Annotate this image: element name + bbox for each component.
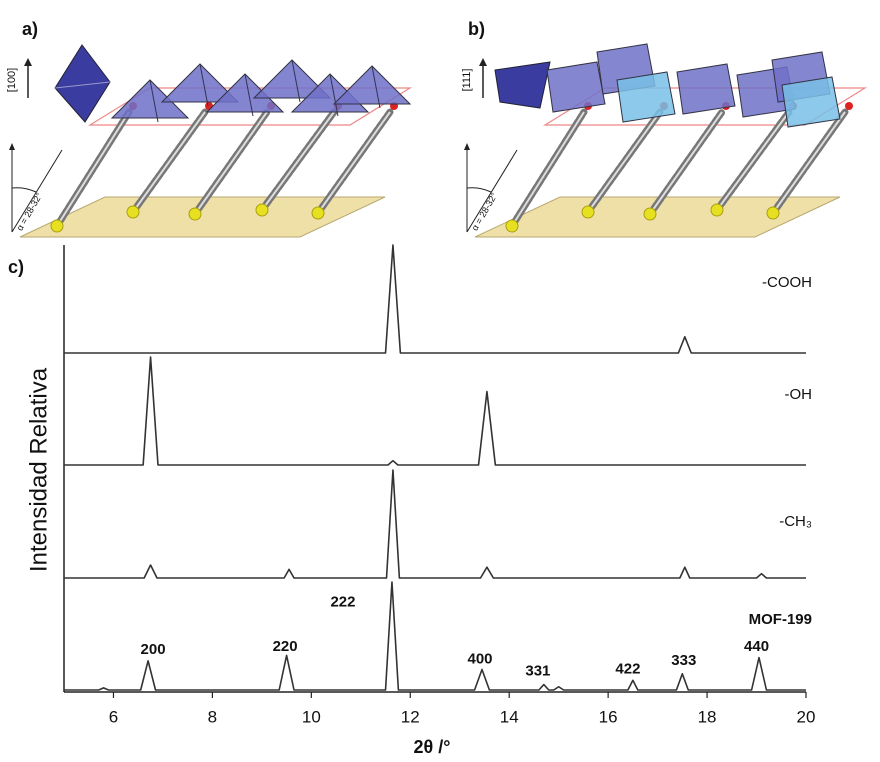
panel-label: c) [8,257,24,277]
arrow-head [24,58,32,66]
x-tick-label: 12 [401,707,420,726]
arrow-head [479,58,487,66]
sulfur-atom [505,219,519,233]
peak-label: 222 [330,593,355,610]
peak-label: 422 [615,660,640,677]
series-label: MOF-199 [749,611,812,628]
octahedron-edge [54,81,111,89]
panel-label: a) [22,19,38,39]
peak-label: 400 [467,651,492,668]
x-tick-label: 6 [109,707,118,726]
tetrahedron [616,71,676,123]
oxygen-atom [845,102,853,110]
xrd-trace [64,356,806,466]
series-label: -COOH [762,274,812,291]
angle-arc [11,187,37,193]
series-label: -OH [785,386,813,403]
x-tick-label: 10 [302,707,321,726]
alkyl-chain-h [772,111,846,214]
angle-arc [466,187,492,193]
alkyl-chain-h [649,111,723,215]
pyramid-edge [149,79,159,123]
x-axis-title: 2θ /° [414,737,451,757]
x-tick-label: 16 [599,707,618,726]
pyramid-edge [371,65,381,109]
peak-label: 440 [744,638,769,655]
sulfur-atom [581,205,595,219]
alkyl-chain-h [317,111,391,214]
pyramid [332,65,412,105]
peak-label: 331 [525,663,550,680]
sulfur-atom [255,203,269,217]
pyramid-edge [291,59,301,103]
tetrahedron [546,61,606,113]
pyramid-edge [199,63,209,107]
sulfur-atom [710,203,724,217]
x-tick-label: 18 [698,707,717,726]
tetrahedron [676,63,736,115]
alkyl-chain-h [511,111,585,227]
alkyl-chain-h [716,111,790,211]
series-label: -CH₃ [779,513,812,530]
pyramid-edge [329,73,339,117]
panel-label: b) [468,19,485,39]
x-tick-label: 20 [797,707,816,726]
tilt-line [11,149,63,233]
substrate [19,196,386,238]
x-tick-label: 8 [208,707,217,726]
sulfur-atom [188,207,202,221]
octahedron [54,44,111,123]
xrd-trace [64,244,806,354]
alkyl-chain-h [56,111,130,227]
xrd-trace [64,581,806,691]
arrow-head [9,143,15,150]
substrate [474,196,841,238]
direction-label: [100] [6,68,18,92]
sulfur-atom [766,206,780,220]
peak-label: 200 [141,641,166,658]
direction-label: [111] [461,69,473,92]
sulfur-atom [50,219,64,233]
alkyl-chain-h [587,111,661,213]
alkyl-chain-h [132,111,206,213]
peak-label: 220 [273,638,298,655]
peak-label: 333 [671,652,696,669]
sulfur-atom [311,206,325,220]
cube [494,61,551,109]
y-axis-title: Intensidad Relativa [25,367,52,572]
tilt-line [466,149,518,233]
xrd-trace [64,469,806,579]
alkyl-chain-h [194,111,268,215]
pyramid-edge [244,73,254,117]
sulfur-atom [643,207,657,221]
pyramid [252,59,332,99]
arrow-head [464,143,470,150]
tetrahedron [781,76,841,128]
pyramid [160,63,240,103]
alkyl-chain-h [261,111,335,211]
angle-label: α = 28-32° [15,191,45,233]
angle-label: α = 28-32° [470,191,500,233]
sulfur-atom [126,205,140,219]
x-tick-label: 14 [500,707,519,726]
